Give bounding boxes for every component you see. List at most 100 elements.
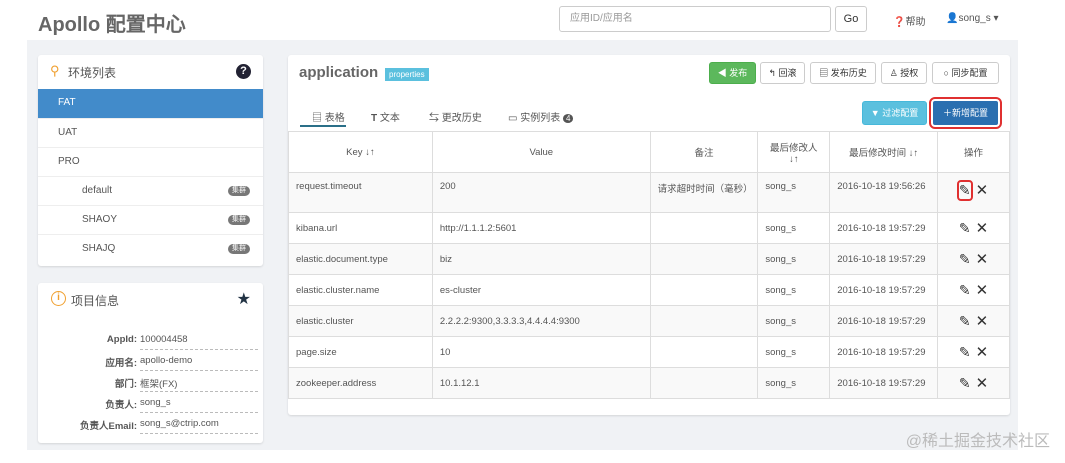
cell-value: http://1.1.1.2:5601	[431, 212, 651, 244]
env-label: PRO	[58, 156, 80, 167]
tab-label: 更改历史	[441, 113, 482, 124]
tab-label: 文本	[379, 113, 400, 124]
filter-config-button[interactable]: ▼ 过滤配置	[862, 101, 927, 125]
env-item-uat[interactable]: UAT	[38, 118, 263, 147]
help-icon[interactable]: ?	[236, 64, 251, 79]
button-label: 授权	[900, 68, 919, 78]
cell-value: biz	[431, 243, 651, 275]
instance-count-badge: 4	[563, 114, 574, 123]
cell-value: 10	[431, 336, 651, 368]
table-row: kibana.url http://1.1.1.2:5601 song_s 2016-…	[288, 212, 1010, 244]
delete-icon[interactable]: ✕	[975, 344, 989, 361]
cell-key: kibana.url	[288, 212, 433, 244]
user-menu[interactable]: 👤song_s ▾	[946, 13, 999, 24]
info-title: 项目信息	[71, 294, 120, 308]
cell-modifier: song_s	[757, 274, 831, 306]
delete-icon[interactable]: ✕	[975, 220, 989, 237]
cell-key: page.size	[288, 336, 433, 368]
table-icon: ▤	[312, 113, 325, 124]
namespace-panel: application properties ◀ 发布 ↰ 回滚 ▤ 发布历史 …	[288, 55, 1010, 415]
publish-history-button[interactable]: ▤ 发布历史	[810, 62, 876, 84]
cell-key: elastic.cluster	[288, 305, 433, 337]
env-item-fat[interactable]: FAT	[38, 89, 263, 118]
cell-value: 200	[431, 172, 651, 213]
edit-icon[interactable]: ✎	[958, 282, 971, 298]
cell-value: 10.1.12.1	[431, 367, 651, 399]
edit-icon[interactable]: ✎	[958, 251, 971, 267]
star-icon[interactable]: ★	[236, 291, 251, 308]
tab-table[interactable]: ▤ 表格	[312, 109, 345, 124]
info-label: 负责人:	[105, 400, 137, 411]
add-config-button[interactable]: ＋新增配置	[929, 97, 1002, 129]
delete-icon[interactable]: ✕	[975, 251, 989, 268]
authorize-button[interactable]: ♙ 授权	[881, 62, 927, 84]
tab-instances[interactable]: ▭ 实例列表 4	[508, 109, 574, 124]
edit-icon[interactable]: ✎	[958, 313, 971, 329]
cell-comment	[649, 243, 759, 275]
col-modified-time[interactable]: 最后修改时间 ↓↑	[829, 131, 939, 173]
cell-actions: ✎ ✕	[937, 336, 1010, 368]
cell-key: zookeeper.address	[288, 367, 433, 399]
tab-text[interactable]: T 文本	[371, 109, 400, 124]
sync-config-button[interactable]: ○ 同步配置	[932, 62, 999, 84]
cell-modifier: song_s	[757, 212, 831, 244]
cell-value: 2.2.2.2:9300,3.3.3.3,4.4.4.4:9300	[431, 305, 651, 337]
button-label: 同步配置	[951, 68, 988, 78]
col-key[interactable]: Key ↓↑	[288, 131, 433, 173]
env-item-pro[interactable]: PRO	[38, 147, 263, 176]
search-input[interactable]: 应用ID/应用名	[559, 6, 831, 32]
cell-actions: ✎ ✕	[937, 243, 1010, 275]
button-label: 回滚	[778, 68, 797, 78]
cell-comment	[649, 305, 759, 337]
sort-icon: ↓↑	[365, 146, 375, 158]
info-label: 部门:	[114, 379, 137, 390]
info-value: song_s	[140, 393, 258, 413]
info-value: song_s@ctrip.com	[140, 414, 258, 434]
delete-icon[interactable]: ✕	[975, 182, 989, 199]
go-button[interactable]: Go	[835, 6, 867, 32]
info-label: AppId:	[106, 334, 137, 345]
brand-title[interactable]: Apollo 配置中心	[38, 14, 186, 36]
cell-modifier: song_s	[757, 367, 831, 399]
col-comment: 备注	[649, 131, 759, 173]
user-icon: ♙	[889, 68, 901, 78]
col-modifier[interactable]: 最后修改人 ↓↑	[757, 131, 831, 173]
swap-icon: ⇆	[429, 113, 442, 124]
edit-icon[interactable]: ✎	[958, 220, 971, 236]
table-row: request.timeout 200 请求超时时间（毫秒） song_s 2016-1…	[288, 172, 1010, 213]
edit-icon[interactable]: ✎	[958, 344, 971, 360]
table-row: elastic.cluster.name es-cluster song_s 2016…	[288, 274, 1010, 306]
delete-icon[interactable]: ✕	[975, 313, 989, 330]
edit-icon[interactable]: ✎	[958, 375, 971, 391]
undo-icon: ↰	[768, 68, 779, 78]
env-label: UAT	[58, 127, 78, 138]
edit-icon[interactable]: ✎	[956, 180, 973, 201]
cell-modifier: song_s	[757, 336, 831, 368]
col-value: Value	[431, 131, 651, 173]
cell-time: 2016-10-18 19:56:26	[829, 172, 939, 213]
cell-comment	[649, 367, 759, 399]
cell-modifier: song_s	[757, 172, 831, 213]
info-value: 框架(FX)	[140, 372, 258, 392]
cell-comment: 请求超时时间（毫秒）	[649, 172, 759, 213]
server-icon: ▭	[508, 113, 521, 124]
cell-modifier: song_s	[757, 305, 831, 337]
cell-actions: ✎ ✕	[937, 212, 1010, 244]
format-badge: properties	[385, 68, 429, 81]
publish-button[interactable]: ◀ 发布	[709, 62, 756, 84]
delete-icon[interactable]: ✕	[975, 282, 989, 299]
cluster-item-shaoy[interactable]: SHAOY 集群	[38, 205, 263, 234]
col-label: 备注	[694, 148, 714, 159]
plus-icon: ＋	[942, 108, 952, 118]
send-icon: ◀	[717, 68, 730, 78]
text-icon: T	[371, 113, 380, 124]
help-link[interactable]: ❓帮助	[893, 13, 925, 28]
cluster-item-shajq[interactable]: SHAJQ 集群	[38, 234, 263, 263]
delete-icon[interactable]: ✕	[975, 375, 989, 392]
rollback-button[interactable]: ↰ 回滚	[760, 62, 805, 84]
cell-time: 2016-10-18 19:57:29	[829, 336, 939, 368]
cluster-item-default[interactable]: default 集群	[38, 176, 263, 205]
info-row: 应用名: apollo-demo	[38, 351, 263, 372]
env-label: FAT	[58, 97, 76, 108]
tab-history[interactable]: ⇆ 更改历史	[429, 109, 482, 124]
